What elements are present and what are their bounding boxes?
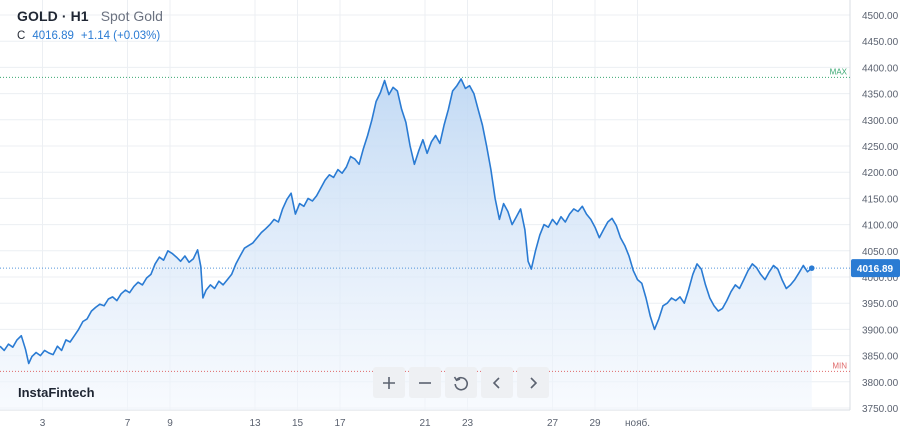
minus-icon (419, 381, 431, 384)
min-label: MIN (832, 361, 847, 370)
symbol-label: GOLD · H1 (17, 8, 89, 24)
x-tick-label: 17 (334, 418, 346, 429)
y-tick-label: 3950.00 (862, 299, 899, 310)
x-tick-label: 21 (419, 418, 431, 429)
y-tick-label: 4200.00 (862, 168, 899, 179)
y-tick-label: 3800.00 (862, 378, 899, 389)
title-line: GOLD · H1 Spot Gold (17, 8, 163, 24)
zoom-in-button[interactable] (373, 367, 405, 398)
y-tick-label: 4450.00 (862, 37, 899, 48)
y-tick-label: 4250.00 (862, 142, 899, 153)
x-tick-label: 9 (167, 418, 173, 429)
x-tick-label: 15 (292, 418, 304, 429)
y-tick-label: 4300.00 (862, 116, 899, 127)
x-tick-label: 27 (547, 418, 559, 429)
y-tick-label: 3750.00 (862, 404, 899, 415)
y-tick-label: 4350.00 (862, 90, 899, 101)
price-change: +1.14 (+0.03%) (80, 30, 161, 42)
x-tick-label: 23 (462, 418, 474, 429)
last-price-badge (851, 259, 900, 278)
chevron-right-icon (530, 376, 538, 389)
x-tick-label: 13 (249, 418, 261, 429)
max-label: MAX (830, 67, 848, 76)
brand-logo: InstaFintech (18, 385, 95, 400)
close-label: C (17, 30, 26, 42)
scroll-right-button[interactable] (517, 367, 549, 398)
series-area (0, 78, 812, 411)
x-tick-label: нояб. (625, 417, 650, 429)
instrument-description: Spot Gold (100, 8, 163, 24)
chart-header: GOLD · H1 Spot Gold C 4016.89 +1.14 (+0.… (17, 8, 163, 42)
close-value: 4016.89 (32, 30, 74, 42)
y-tick-label: 4100.00 (862, 221, 899, 232)
y-tick-label: 3850.00 (862, 352, 899, 363)
y-tick-label: 4500.00 (862, 11, 899, 22)
y-tick-label: 4150.00 (862, 194, 899, 205)
y-tick-label: 4400.00 (862, 63, 899, 74)
reset-icon (453, 376, 468, 390)
y-tick-label: 4050.00 (862, 247, 899, 258)
chart-toolbar (373, 367, 549, 398)
last-price-label: 4016.89 (857, 264, 894, 275)
reset-view-button[interactable] (445, 367, 477, 398)
x-tick-label: 29 (589, 418, 601, 429)
y-tick-label: 3900.00 (862, 325, 899, 336)
quote-line: C 4016.89 +1.14 (+0.03%) (17, 30, 163, 42)
zoom-out-button[interactable] (409, 367, 441, 398)
chevron-left-icon (492, 376, 500, 389)
x-tick-label: 3 (40, 418, 46, 429)
scroll-left-button[interactable] (481, 367, 513, 398)
x-tick-label: 7 (125, 418, 131, 429)
y-tick-label: 4000.00 (862, 273, 899, 284)
last-price-dot (808, 265, 815, 271)
plus-icon (383, 376, 395, 389)
series-line (0, 78, 813, 365)
